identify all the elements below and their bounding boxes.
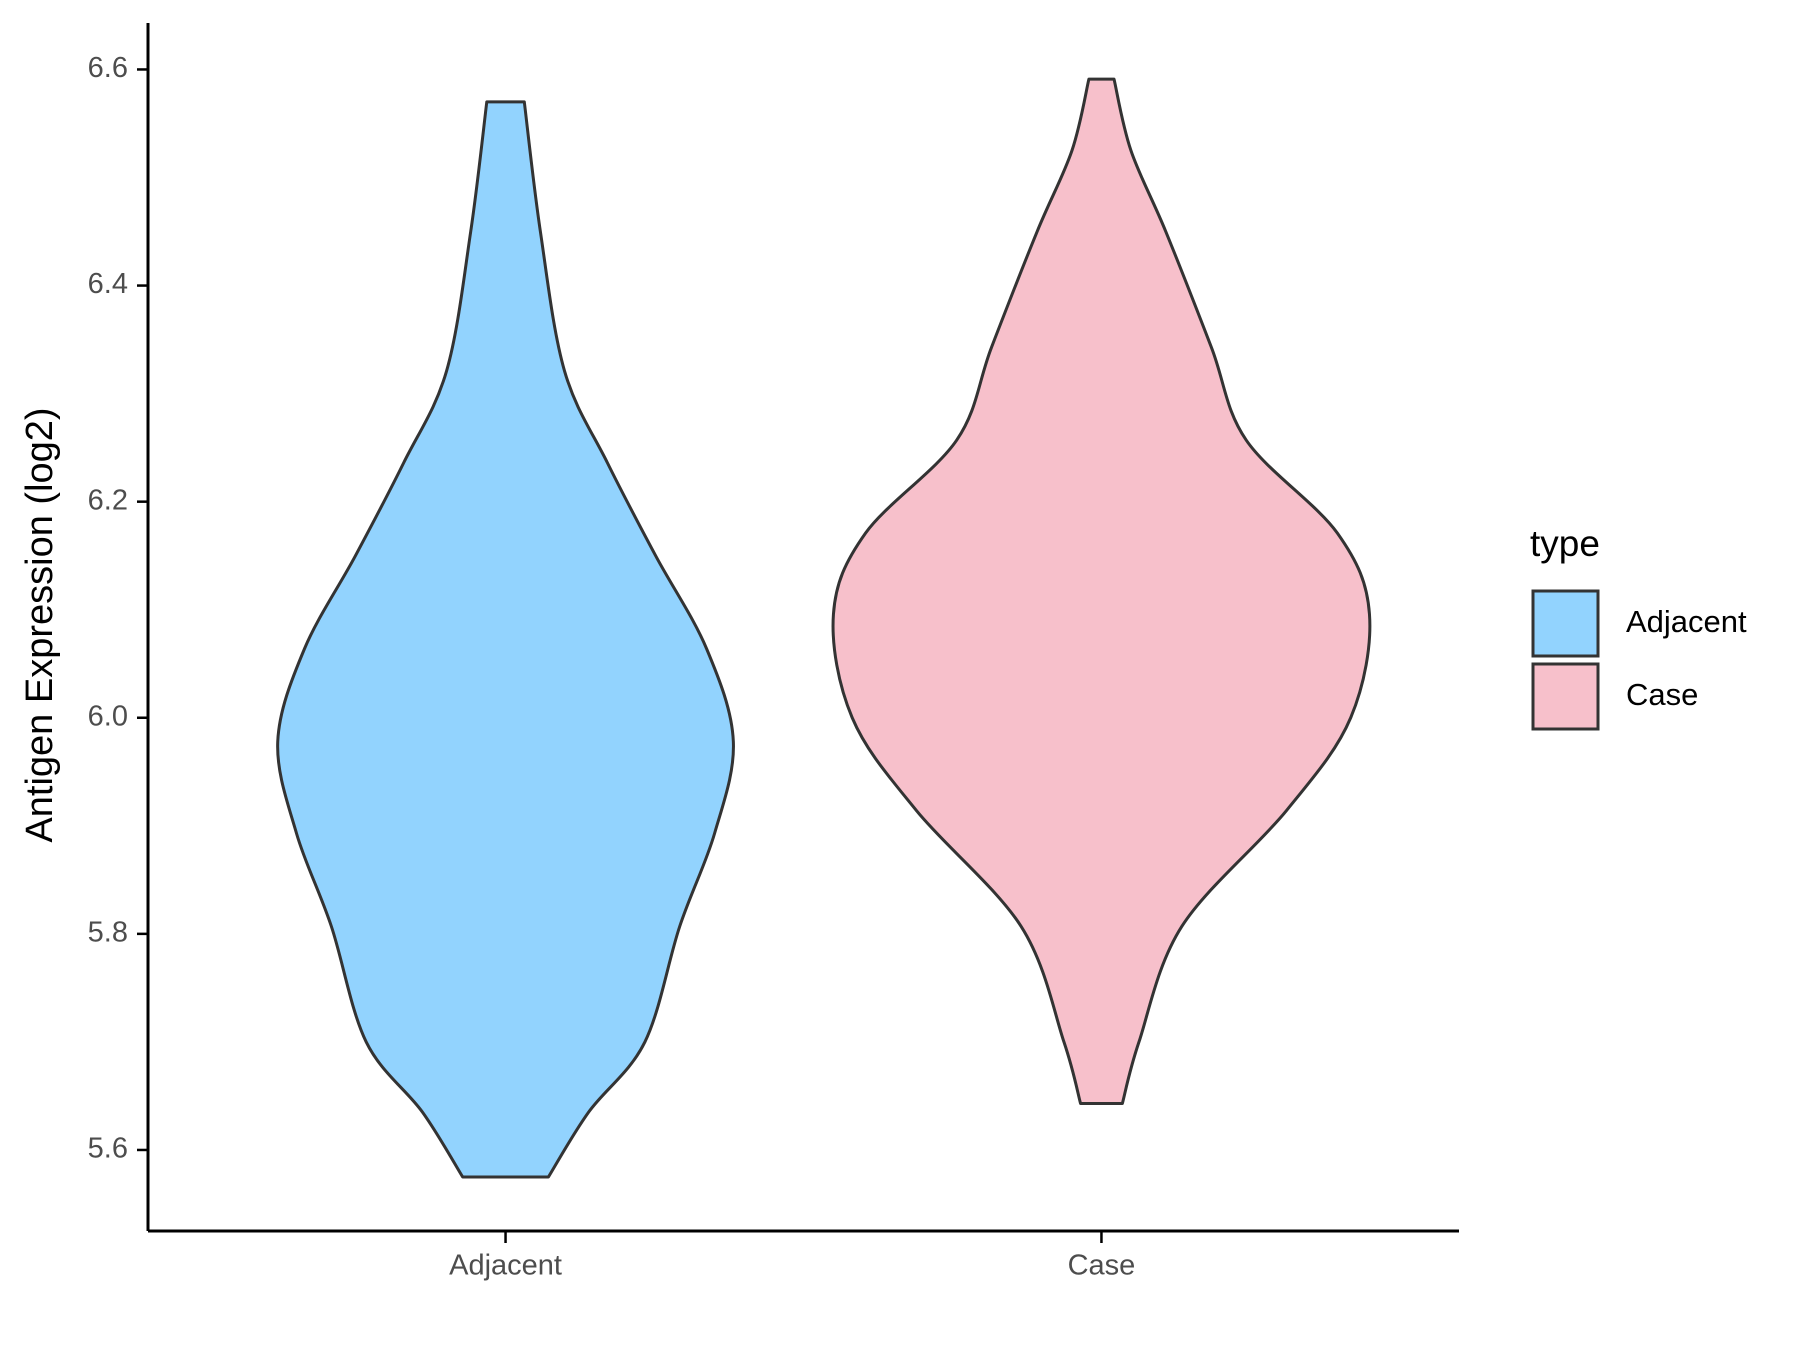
- y-tick-label: 5.6: [88, 1133, 128, 1165]
- legend-label: Adjacent: [1626, 604, 1747, 639]
- violin: [276, 100, 735, 1179]
- legend-label: Case: [1626, 677, 1698, 712]
- y-tick-label: 6.6: [88, 52, 128, 84]
- y-axis-label: Antigen Expression (log2): [19, 407, 61, 842]
- y-tick-label: 5.8: [88, 917, 128, 949]
- x-tick-label: Adjacent: [449, 1250, 562, 1282]
- x-tick-label: Case: [1068, 1250, 1136, 1282]
- y-tick-label: 6.0: [88, 700, 128, 732]
- y-tick-label: 6.4: [88, 268, 128, 300]
- legend-key: [1531, 662, 1600, 731]
- legend-key: [1531, 589, 1600, 658]
- y-tick-label: 6.2: [88, 484, 128, 516]
- legend-title: type: [1530, 523, 1600, 564]
- violin: [831, 77, 1372, 1105]
